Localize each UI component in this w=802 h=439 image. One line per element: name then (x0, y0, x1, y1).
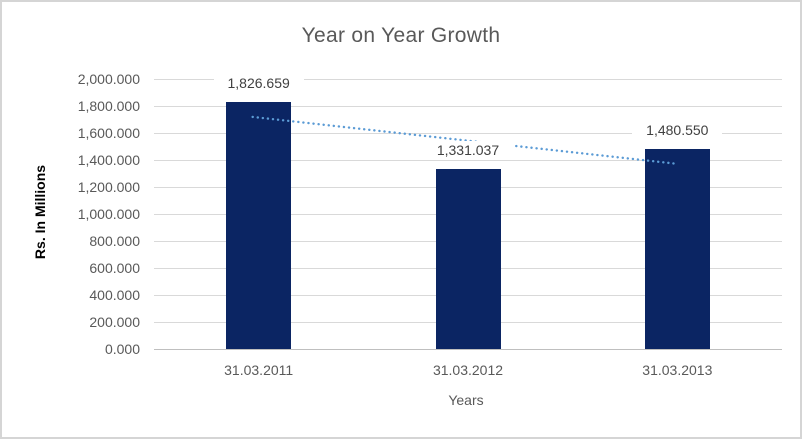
y-tick-label: 200.000 (89, 314, 140, 330)
bar-value-label: 1,480.550 (632, 121, 723, 140)
y-tick-label: 600.000 (89, 260, 140, 276)
x-tick-label: 31.03.2013 (642, 362, 713, 378)
y-tick-label: 1,200.000 (77, 179, 140, 195)
y-tick-label: 1,400.000 (77, 152, 140, 168)
y-tick-label: 0.000 (104, 341, 140, 357)
gridline (154, 105, 782, 107)
bar (226, 102, 292, 349)
bar (644, 149, 710, 349)
gridline (154, 132, 782, 134)
x-axis-title: Years (448, 392, 484, 408)
bar-value-label: 1,331.037 (423, 141, 513, 160)
bar-value-label: 1,826.659 (213, 74, 304, 93)
chart-title: Year on Year Growth (301, 24, 501, 47)
y-tick-label: 400.000 (89, 287, 140, 303)
x-axis-line (154, 348, 782, 350)
y-tick-label: 1,600.000 (77, 125, 140, 141)
bar (435, 169, 501, 349)
y-tick-label: 2,000.000 (77, 71, 140, 87)
gridline (154, 159, 782, 161)
y-tick-label: 1,000.000 (77, 206, 140, 222)
y-tick-label: 800.000 (89, 233, 140, 249)
y-tick-label: 1,800.000 (77, 98, 140, 114)
gridline (154, 78, 782, 80)
x-tick-label: 31.03.2011 (224, 362, 294, 378)
x-tick-label: 31.03.2012 (432, 362, 504, 378)
